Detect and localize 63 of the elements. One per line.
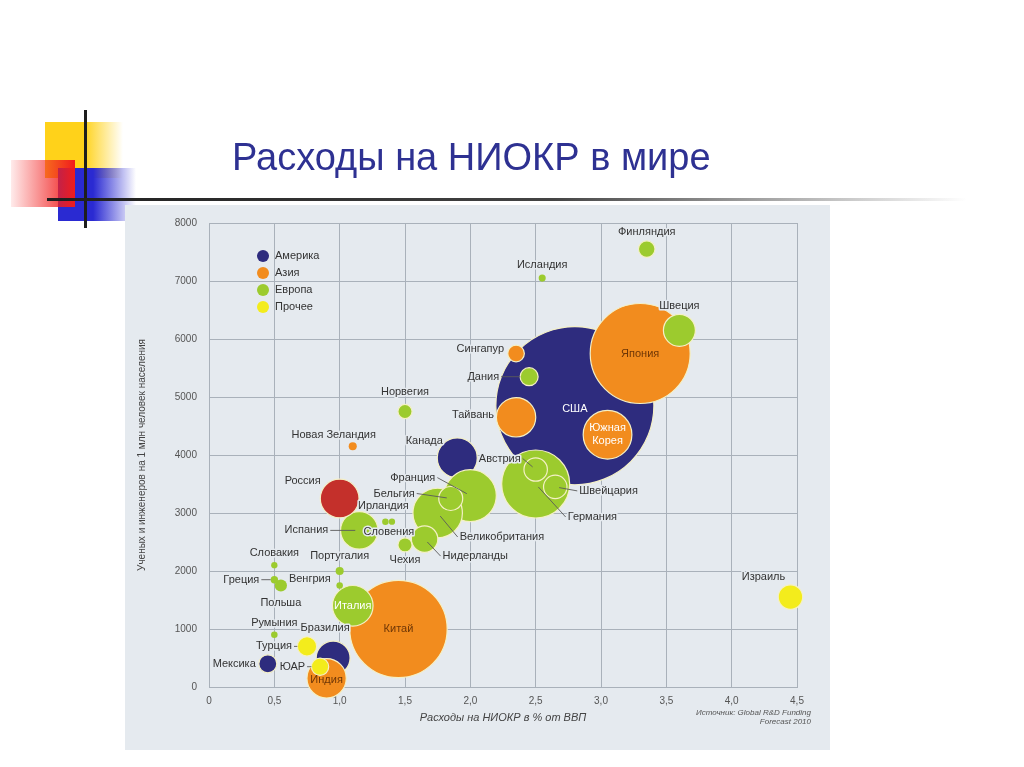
annotation: Германия <box>567 510 618 523</box>
annotation: Исландия <box>516 258 568 271</box>
annotation: США <box>562 401 589 414</box>
annotation: Новая Зеландия <box>291 428 376 441</box>
annotation: Турция <box>256 639 293 652</box>
annotation: Тайвань <box>451 408 495 421</box>
annotation: Португалия <box>310 549 370 562</box>
annotation: Канада <box>405 433 444 446</box>
annotation: Финляндия <box>617 225 676 238</box>
x-tick-label: 4,5 <box>790 694 805 706</box>
annotation: Польша <box>260 595 303 608</box>
annotation: Великобритания <box>459 530 545 543</box>
y-tick-label: 7000 <box>174 274 198 286</box>
annotation: Словакия <box>249 546 300 559</box>
annotation: Швейцария <box>579 483 639 496</box>
x-tick-label: 2,0 <box>463 694 478 706</box>
y-tick-label: 4000 <box>174 448 198 460</box>
y-tick-label: 8000 <box>174 216 198 228</box>
annotation: Израиль <box>741 570 786 583</box>
annotation: Чехия <box>389 552 421 565</box>
legend-label: Америка <box>275 249 321 262</box>
annotation: Швеция <box>659 299 700 312</box>
chart-title: Расходы на НИОКР в мире <box>232 136 711 180</box>
annotation: Китай <box>383 622 414 635</box>
annotation: Италия <box>334 598 372 611</box>
x-tick-label: 3,0 <box>594 694 609 706</box>
annotation: Япония <box>621 346 660 359</box>
legend-label: Азия <box>275 266 300 279</box>
annotation: Бразилия <box>300 621 350 634</box>
y-tick-label: 5000 <box>174 390 198 402</box>
y-tick-label: 0 <box>191 680 198 692</box>
y-tick-label: 6000 <box>174 332 198 344</box>
y-tick-label: 3000 <box>174 506 198 518</box>
y-tick-label: 1000 <box>174 622 198 634</box>
annotation: Дания <box>467 369 500 382</box>
annotation: Южная Корея <box>589 421 626 447</box>
annotation: Россия <box>284 473 321 486</box>
annotation: Франция <box>390 470 436 483</box>
annotation: Ирландия <box>358 498 409 511</box>
annotation: Нидерланды <box>442 549 508 562</box>
x-tick-label: 2,5 <box>528 694 544 706</box>
x-tick-label: 1,5 <box>398 694 413 706</box>
annotation: Греция <box>223 572 260 585</box>
legend-label: Прочее <box>275 300 313 313</box>
annotation: Индия <box>310 673 343 686</box>
y-tick-label: 2000 <box>174 564 198 576</box>
annotation: Румыния <box>251 615 298 628</box>
annotation: Испания <box>284 523 329 536</box>
x-tick-label: 0,5 <box>267 694 282 706</box>
x-axis-title: Расходы на НИОКР в % от ВВП <box>419 711 587 724</box>
annotation: Бельгия <box>373 486 415 499</box>
annotation: Венгрия <box>288 571 331 584</box>
annotation: Сингапур <box>456 341 505 354</box>
x-tick-label: 4,0 <box>724 694 740 706</box>
x-tick-label: 1,0 <box>332 694 348 706</box>
y-axis-title: Ученых и инженеров на 1 млн человек населения <box>135 339 147 571</box>
legend-label: Европа <box>275 283 314 296</box>
text: Источник: Global R&D Funding Forecast 2010 <box>696 708 812 727</box>
x-tick-label: 3,5 <box>659 694 674 706</box>
annotation: Мексика <box>212 656 257 669</box>
x-tick-label: 0 <box>206 694 213 706</box>
annotation: ЮАР <box>279 659 306 672</box>
annotation: Норвегия <box>380 384 430 397</box>
